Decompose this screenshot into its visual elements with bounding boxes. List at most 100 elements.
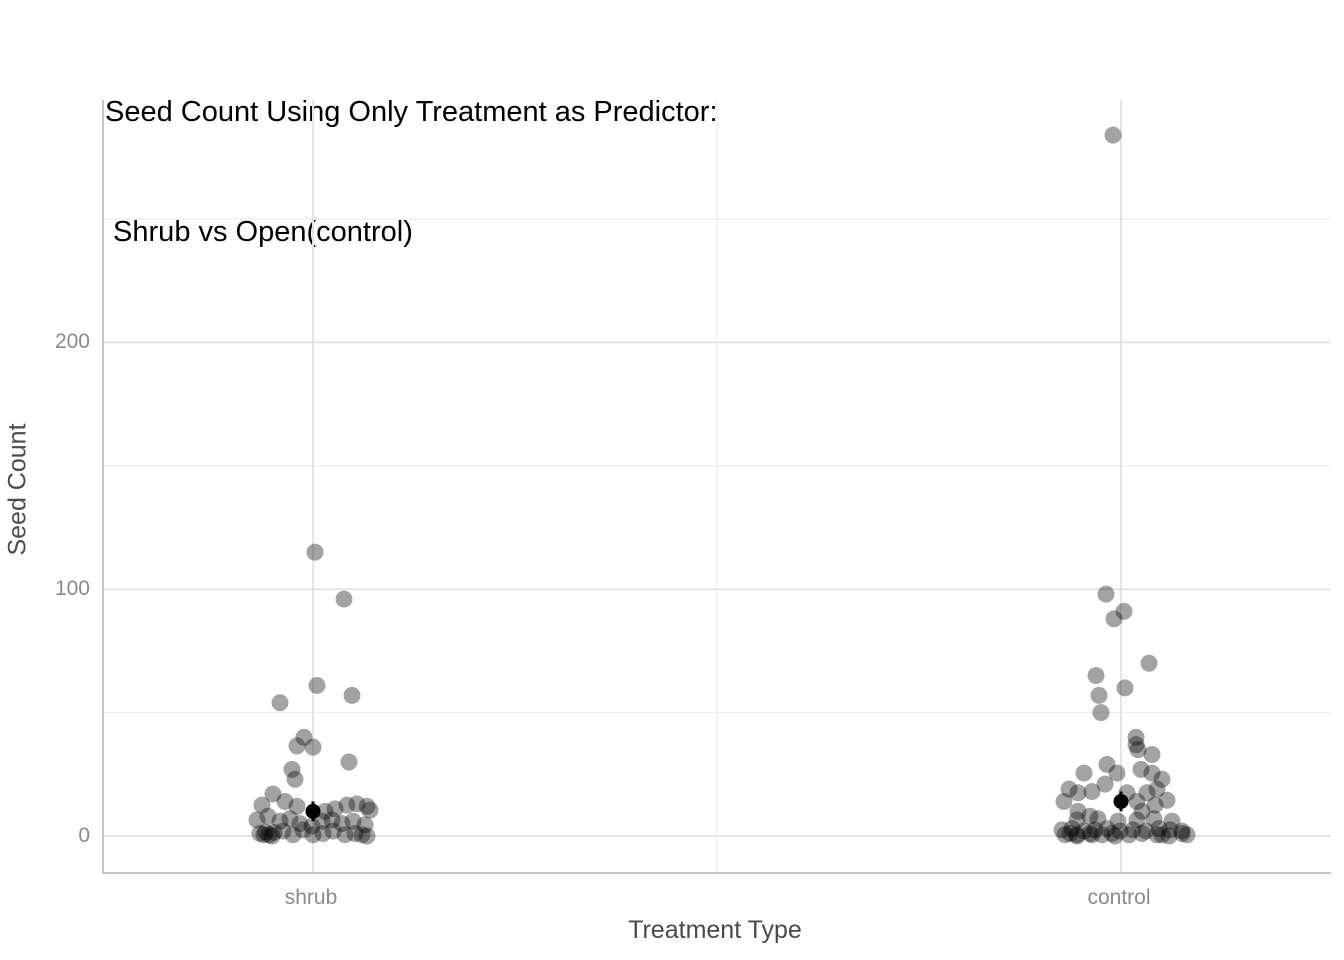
data-point-shrub: [255, 826, 273, 844]
data-point-control: [1127, 728, 1145, 746]
data-point-shrub: [271, 694, 289, 712]
data-point-control: [1068, 827, 1086, 845]
data-point-control: [1133, 802, 1151, 820]
data-point-shrub: [333, 815, 351, 833]
data-point-control: [1081, 807, 1099, 825]
data-point-control: [1161, 821, 1179, 839]
data-point-shrub: [260, 826, 278, 844]
data-point-control: [1163, 812, 1181, 830]
data-point-shrub: [346, 825, 364, 843]
data-point-control: [1086, 821, 1104, 839]
data-point-control: [1145, 810, 1163, 828]
data-point-shrub: [344, 812, 362, 830]
data-point-control: [1068, 826, 1086, 844]
data-point-shrub: [263, 827, 281, 845]
data-point-shrub: [265, 823, 283, 841]
x-tick-label-shrub: shrub: [284, 886, 338, 909]
data-point-shrub: [248, 811, 266, 829]
data-point-shrub: [253, 796, 271, 814]
data-point-shrub: [303, 817, 321, 835]
data-point-control: [1158, 791, 1176, 809]
data-point-control: [1108, 764, 1126, 782]
data-point-shrub: [335, 590, 353, 608]
data-point-control: [1055, 792, 1073, 810]
data-point-control: [1056, 826, 1074, 844]
data-point-shrub: [324, 822, 342, 840]
data-point-control: [1087, 667, 1105, 685]
data-point-control: [1128, 811, 1146, 829]
plot-title: Seed Count Using Only Treatment as Predi…: [105, 12, 718, 292]
data-point-control: [1060, 780, 1078, 798]
data-point-shrub: [251, 825, 269, 843]
data-point-control: [1068, 811, 1086, 829]
mean-point-shrub: [305, 803, 321, 819]
data-point-control: [1115, 602, 1133, 620]
data-point-control: [1089, 810, 1107, 828]
data-point-shrub: [284, 826, 302, 844]
data-point-shrub: [353, 826, 371, 844]
data-point-control: [1069, 802, 1087, 820]
x-axis-title: Treatment Type: [628, 916, 802, 944]
data-point-shrub: [304, 826, 322, 844]
mean-point-control: [1113, 793, 1129, 809]
data-point-shrub: [288, 797, 306, 815]
data-point-control: [1132, 760, 1150, 778]
data-point-control: [1120, 826, 1138, 844]
data-point-shrub: [316, 802, 334, 820]
data-point-control: [1146, 796, 1164, 814]
data-point-control: [1061, 825, 1079, 843]
data-point-control: [1098, 755, 1116, 773]
plot-title-line-2: Shrub vs Open(control): [105, 216, 413, 248]
data-point-shrub: [294, 821, 312, 839]
data-point-shrub: [340, 753, 358, 771]
data-point-shrub: [257, 823, 275, 841]
data-point-shrub: [271, 812, 289, 830]
data-point-control: [1160, 827, 1178, 845]
data-point-control: [1116, 679, 1134, 697]
data-point-shrub: [286, 770, 304, 788]
data-point-shrub: [283, 760, 301, 778]
data-point-control: [1148, 826, 1166, 844]
data-point-control: [1093, 826, 1111, 844]
data-point-control: [1124, 821, 1142, 839]
data-point-shrub: [336, 826, 354, 844]
chart-canvas: [104, 100, 1331, 872]
data-point-control: [1075, 822, 1093, 840]
data-point-shrub: [358, 827, 376, 845]
data-point-shrub: [338, 796, 356, 814]
data-point-control: [1105, 610, 1123, 628]
data-point-control: [1140, 654, 1158, 672]
data-point-control: [1133, 825, 1151, 843]
data-point-shrub: [274, 822, 292, 840]
data-point-shrub: [291, 815, 309, 833]
data-point-control: [1106, 827, 1124, 845]
data-point-control: [1097, 585, 1115, 603]
data-point-shrub: [276, 792, 294, 810]
data-point-control: [1173, 825, 1191, 843]
data-point-control: [1173, 822, 1191, 840]
data-point-control: [1148, 780, 1166, 798]
data-point-control: [1083, 783, 1101, 801]
data-point-shrub: [348, 795, 366, 813]
data-point-shrub: [343, 686, 361, 704]
data-point-shrub: [308, 676, 326, 694]
data-point-shrub: [281, 810, 299, 828]
data-point-control: [1129, 741, 1147, 759]
data-point-shrub: [326, 800, 344, 818]
data-point-control: [1083, 826, 1101, 844]
data-point-shrub: [288, 737, 306, 755]
data-point-control: [1111, 822, 1129, 840]
y-tick-label-100: 100: [54, 577, 90, 601]
data-point-control: [1109, 812, 1127, 830]
data-point-control: [1069, 784, 1087, 802]
data-point-control: [1127, 736, 1145, 754]
data-point-control: [1138, 784, 1156, 802]
plot-title-line-1: Seed Count Using Only Treatment as Predi…: [105, 96, 718, 128]
y-tick-label-200: 200: [54, 330, 90, 354]
x-tick-label-control: control: [1087, 886, 1151, 909]
data-point-control: [1098, 820, 1116, 838]
data-point-control: [1143, 764, 1161, 782]
data-point-shrub: [306, 543, 324, 561]
y-tick-label-0: 0: [78, 824, 90, 847]
